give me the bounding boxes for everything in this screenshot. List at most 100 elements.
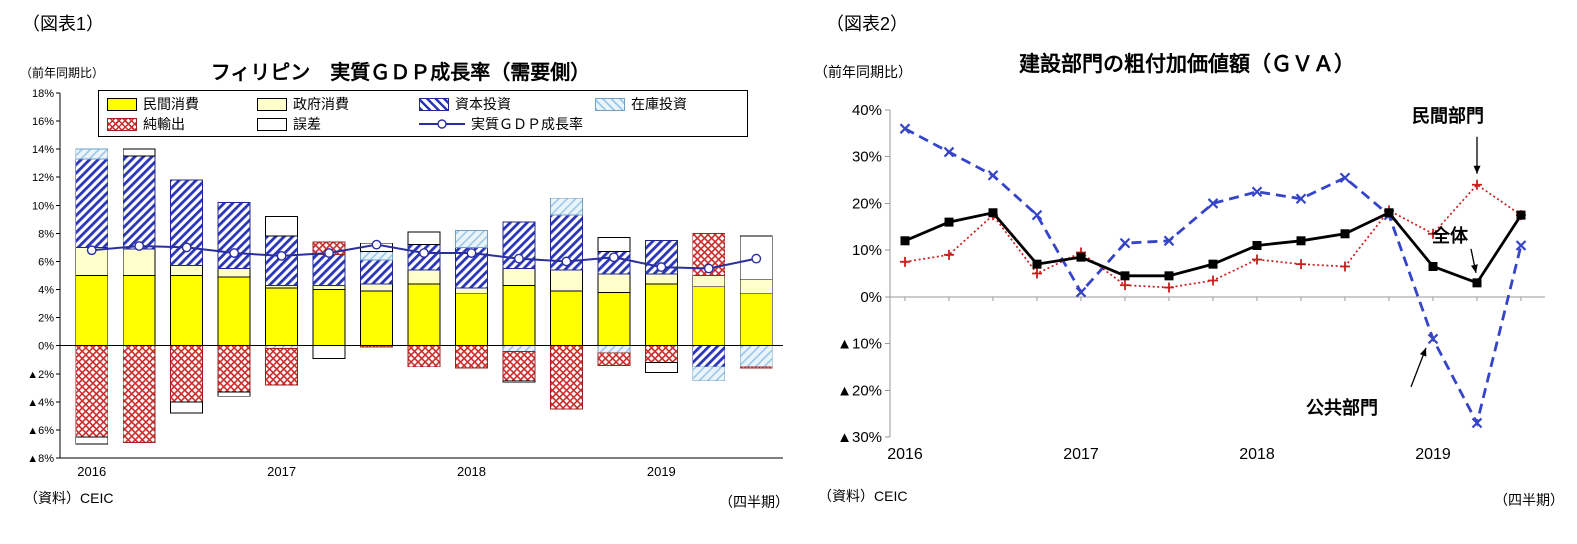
marker-x xyxy=(1515,240,1527,251)
bar-segment xyxy=(692,345,726,368)
bar-segment xyxy=(360,259,393,285)
annotation-public-sector: 公共部門 xyxy=(1306,398,1378,418)
swatch-error xyxy=(257,117,287,131)
gdp-line-point xyxy=(751,253,762,264)
marker-square xyxy=(1296,236,1306,246)
bar-segment xyxy=(644,283,678,347)
legend-item-inventory-investment: 在庫投資 xyxy=(595,94,739,114)
marker-x xyxy=(899,123,911,134)
bar-segment xyxy=(597,352,631,366)
x-year-label: 2016 xyxy=(77,464,106,479)
gdp-line-point xyxy=(371,239,382,250)
bar-segment xyxy=(122,275,156,347)
marker-plus xyxy=(1208,275,1218,286)
y-tick-label: ▲10% xyxy=(837,336,882,353)
x-year-label: 2018 xyxy=(1239,446,1275,463)
y-tick-label: ▲2% xyxy=(27,369,54,381)
bar-segment xyxy=(265,216,299,237)
gdp-line-point xyxy=(466,248,477,258)
gdp-line-point xyxy=(324,248,334,258)
marker-square xyxy=(1516,210,1526,220)
marker-x xyxy=(1339,172,1351,184)
y-tick-label: 12% xyxy=(32,172,54,184)
marker-x xyxy=(1295,193,1307,205)
bar-segment xyxy=(122,345,156,444)
marker-square xyxy=(900,236,910,246)
bar-segment xyxy=(217,391,251,397)
bar-segment xyxy=(644,362,678,373)
marker-x xyxy=(1031,209,1043,221)
marker-plus xyxy=(1164,282,1174,293)
gdp-line-marker-icon xyxy=(419,119,465,129)
bar-segment xyxy=(75,148,109,160)
legend-item-error: 誤差 xyxy=(257,114,419,134)
figure1-x-axis-note: （四半期） xyxy=(719,494,789,510)
marker-plus xyxy=(1120,280,1130,291)
gdp-line-point xyxy=(181,242,192,253)
bar-segment xyxy=(644,345,678,363)
marker-square xyxy=(988,208,998,218)
figure1-legend: 民間消費 政府消費 資本投資 在庫投資 純輸出 誤差 xyxy=(98,90,748,137)
bar-segment xyxy=(502,350,536,382)
bar-segment xyxy=(75,275,109,347)
figure2-source: （資料）CEIC xyxy=(818,488,908,504)
bar-segment xyxy=(502,380,536,383)
bar-segment xyxy=(739,279,773,295)
y-tick-label: ▲4% xyxy=(27,397,54,409)
legend-label: 実質ＧＤＰ成長率 xyxy=(471,116,583,132)
marker-square xyxy=(1384,208,1394,218)
bar-segment xyxy=(739,345,773,368)
marker-square xyxy=(1252,240,1262,250)
annotation-total: 全体 xyxy=(1432,226,1468,246)
bar-segment xyxy=(597,291,631,347)
bar-segment xyxy=(170,275,204,347)
bar-segment xyxy=(360,290,393,347)
marker-square xyxy=(1076,252,1086,262)
bar-segment xyxy=(502,345,536,352)
swatch-private-consumption xyxy=(107,97,137,111)
marker-x xyxy=(1119,237,1131,249)
legend-item-real-gdp-growth: 実質ＧＤＰ成長率 xyxy=(419,114,739,134)
marker-square xyxy=(1340,229,1350,239)
marker-square xyxy=(1428,261,1438,271)
bar-segment xyxy=(407,345,441,368)
x-year-label: 2017 xyxy=(267,464,296,479)
line-series xyxy=(904,183,1522,289)
y-tick-label: 20% xyxy=(852,195,882,212)
figure2-label: （図表2） xyxy=(826,14,909,34)
swatch-government-consumption xyxy=(257,97,287,111)
bar-segment xyxy=(739,366,773,369)
marker-plus xyxy=(1032,268,1042,279)
gdp-line-point xyxy=(703,263,714,274)
bar-segment xyxy=(455,230,488,248)
marker-x xyxy=(1427,333,1439,345)
y-tick-label: ▲20% xyxy=(837,382,882,399)
bar-segment xyxy=(312,345,346,359)
y-tick-label: ▲6% xyxy=(27,425,54,437)
bar-segment xyxy=(217,276,251,347)
y-tick-label: 4% xyxy=(38,285,54,297)
bar-segment xyxy=(692,366,726,382)
marker-plus xyxy=(1252,254,1262,265)
y-tick-label: 10% xyxy=(852,242,882,259)
annotation-arrow xyxy=(1419,347,1427,357)
x-year-label: 2019 xyxy=(647,464,676,479)
x-year-label: 2018 xyxy=(457,464,486,479)
annotation-arrow xyxy=(1470,264,1478,273)
bar-segment xyxy=(502,284,536,347)
figure1-label: （図表1） xyxy=(22,14,105,34)
swatch-net-exports xyxy=(107,117,137,131)
y-tick-label: 14% xyxy=(32,144,54,156)
bar-segment xyxy=(75,345,109,438)
bar-segment xyxy=(455,293,488,347)
figure1-title: フィリピン 実質ＧＤＰ成長率（需要側） xyxy=(210,62,591,84)
legend-label: 政府消費 xyxy=(293,96,349,112)
gdp-line-point xyxy=(514,253,524,264)
x-year-label: 2017 xyxy=(1063,446,1099,463)
bar-segment xyxy=(597,345,631,354)
figure1-y-axis-unit: （前年同期比） xyxy=(20,66,105,80)
bar-segment xyxy=(549,290,583,347)
bar-segment xyxy=(217,268,251,278)
bar-segment xyxy=(170,401,204,414)
